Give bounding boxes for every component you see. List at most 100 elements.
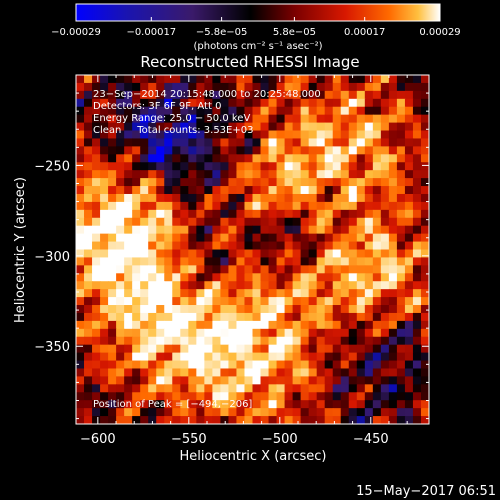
heatmap-cell: [332, 344, 342, 354]
heatmap-cell: [172, 186, 181, 195]
heatmap-cell: [204, 249, 213, 259]
heatmap-cell: [100, 122, 109, 132]
heatmap-cell: [84, 162, 93, 171]
heatmap-cell: [252, 289, 262, 298]
heatmap-cell: [332, 201, 342, 211]
heatmap-cell: [116, 360, 125, 370]
heatmap-cell: [228, 320, 238, 330]
heatmap-cell: [84, 138, 93, 147]
heatmap-cell: [404, 297, 414, 306]
heatmap-cell: [308, 320, 318, 330]
heatmap-cell: [324, 400, 334, 409]
heatmap-cell: [164, 320, 173, 330]
heatmap-cell: [372, 106, 382, 116]
heatmap-cell: [404, 146, 414, 155]
heatmap-cell: [252, 162, 262, 171]
heatmap-cell: [348, 352, 358, 362]
heatmap-cell: [196, 289, 205, 298]
heatmap-cell: [148, 233, 157, 243]
heatmap-cell: [108, 392, 117, 401]
heatmap-cell: [196, 376, 205, 385]
heatmap-cell: [340, 408, 350, 417]
heatmap-cell: [180, 130, 189, 140]
heatmap-cell: [212, 225, 222, 235]
heatmap-cell: [156, 106, 165, 116]
heatmap-cell: [180, 162, 189, 171]
heatmap-cell: [276, 392, 286, 401]
heatmap-cell: [260, 320, 270, 330]
heatmap-cell: [340, 368, 350, 378]
heatmap-cell: [396, 257, 406, 266]
heatmap-cell: [236, 257, 246, 266]
heatmap-cell: [268, 249, 278, 259]
heatmap-cell: [380, 384, 390, 393]
heatmap-cell: [372, 170, 382, 179]
heatmap-cell: [300, 217, 310, 227]
heatmap-cell: [292, 376, 302, 385]
heatmap-cell: [356, 320, 366, 330]
heatmap-cell: [76, 328, 85, 338]
heatmap-cell: [388, 170, 398, 179]
heatmap-cell: [76, 249, 85, 259]
heatmap-cell: [324, 201, 334, 211]
heatmap-cell: [228, 154, 238, 163]
heatmap-cell: [180, 400, 189, 409]
heatmap-cell: [388, 352, 398, 362]
heatmap-cell: [356, 360, 366, 370]
heatmap-cell: [404, 201, 414, 211]
heatmap-cell: [260, 297, 270, 306]
heatmap-cell: [380, 217, 390, 227]
heatmap-cell: [172, 336, 181, 346]
heatmap-cell: [148, 209, 157, 219]
heatmap-cell: [300, 360, 310, 370]
heatmap-cell: [172, 384, 181, 393]
heatmap-cell: [244, 225, 254, 235]
heatmap-cell: [84, 400, 93, 409]
heatmap-cell: [396, 106, 406, 116]
heatmap-cell: [132, 384, 141, 393]
heatmap-cell: [244, 98, 254, 108]
heatmap-cell: [276, 138, 286, 147]
heatmap-cell: [252, 241, 262, 251]
heatmap-cell: [260, 217, 270, 227]
heatmap-cell: [260, 328, 270, 338]
heatmap-cell: [340, 217, 350, 227]
heatmap-cell: [228, 312, 238, 322]
heatmap-cell: [284, 106, 294, 116]
heatmap-cell: [228, 376, 238, 385]
heatmap-cell: [324, 233, 334, 243]
heatmap-cell: [124, 376, 133, 385]
colorbar-units: (photons cm⁻² s⁻¹ asec⁻²): [193, 41, 322, 52]
heatmap-cell: [388, 384, 398, 393]
heatmap-cell: [292, 265, 302, 274]
heatmap-cell: [124, 328, 133, 338]
heatmap-cell: [204, 312, 213, 322]
heatmap-cell: [124, 130, 133, 140]
heatmap-cell: [388, 312, 398, 322]
heatmap-cell: [156, 297, 165, 306]
heatmap-cell: [396, 376, 406, 385]
heatmap-cell: [124, 233, 133, 243]
annotations: 23−Sep−2014 20:15:48.000 to 20:25:48.000…: [93, 89, 321, 136]
heatmap-cell: [164, 90, 173, 100]
heatmap-cell: [284, 281, 294, 290]
heatmap-cell: [292, 305, 302, 314]
heatmap-cell: [316, 249, 326, 259]
heatmap-cell: [380, 249, 390, 259]
heatmap-cell: [204, 273, 213, 282]
heatmap-cell: [76, 90, 85, 100]
heatmap-cell: [308, 344, 318, 354]
heatmap-cell: [212, 233, 222, 243]
heatmap-cell: [244, 178, 254, 187]
heatmap-cell: [340, 178, 350, 187]
heatmap-cell: [292, 98, 302, 108]
heatmap-cell: [396, 384, 406, 393]
heatmap-cell: [100, 233, 109, 243]
heatmap-cell: [300, 289, 310, 298]
heatmap-cell: [276, 233, 286, 243]
heatmap-cell: [164, 305, 173, 314]
heatmap-cell: [196, 170, 205, 179]
heatmap-cell: [196, 368, 205, 378]
heatmap-cell: [124, 336, 133, 346]
heatmap-cell: [316, 368, 326, 378]
